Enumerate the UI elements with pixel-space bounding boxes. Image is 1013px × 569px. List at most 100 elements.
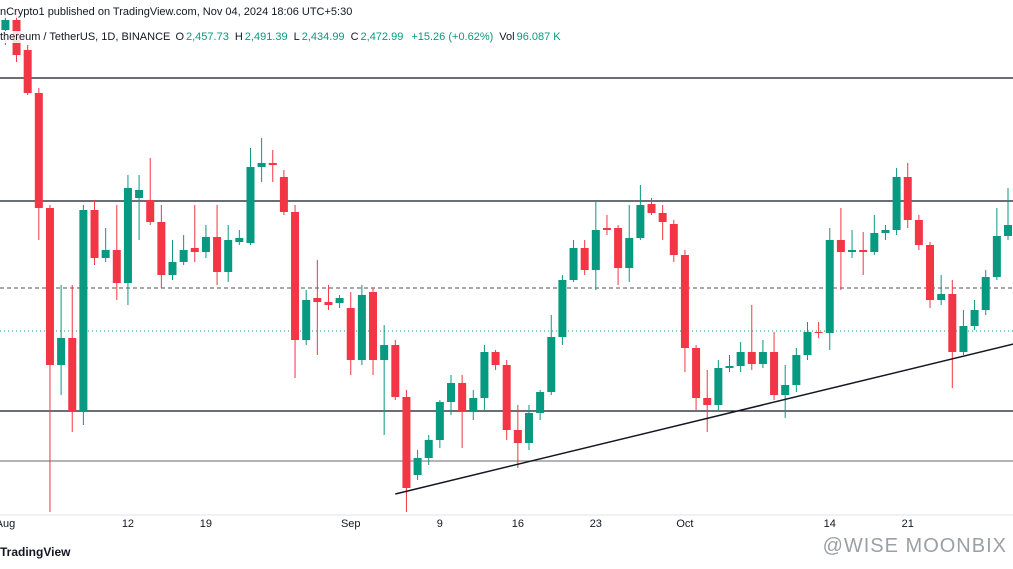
- watermark: @WISE MOONBIX: [822, 535, 1007, 557]
- candle-body: [614, 228, 623, 268]
- candle-body: [502, 365, 511, 430]
- candle-body: [747, 352, 756, 364]
- candle-body: [937, 294, 946, 300]
- candle-body: [458, 383, 467, 412]
- legend-label: C: [350, 31, 359, 43]
- candle-body: [536, 392, 545, 413]
- candle-body: [257, 163, 266, 167]
- candle-body: [903, 177, 912, 220]
- candle-body: [647, 204, 656, 213]
- candle-body: [714, 368, 723, 405]
- candle-body: [357, 295, 366, 360]
- legend-label: H: [234, 31, 243, 43]
- candle-body: [79, 210, 88, 411]
- legend-value: 96.087 K: [516, 31, 561, 43]
- x-tick-label: Aug: [0, 518, 15, 530]
- candle-body: [235, 238, 244, 242]
- candle-body: [380, 345, 389, 360]
- candle-body: [424, 440, 433, 458]
- candle-body: [881, 230, 890, 233]
- candle-body: [491, 352, 500, 365]
- x-tick-label: Oct: [676, 518, 693, 530]
- candle-body: [68, 338, 77, 411]
- candle-body: [558, 280, 567, 337]
- candle-body: [992, 236, 1001, 277]
- candle-body: [146, 200, 155, 222]
- legend-label: L: [293, 31, 300, 43]
- x-tick-label: 21: [902, 518, 914, 530]
- candle-body: [848, 250, 857, 252]
- candle-body: [224, 240, 233, 272]
- candle-body: [480, 352, 489, 398]
- candle-body: [335, 298, 344, 303]
- candle-body: [725, 366, 734, 368]
- candle-body: [803, 332, 812, 355]
- candle-body: [870, 233, 879, 252]
- candle-body: [213, 237, 222, 272]
- candle-body: [524, 413, 533, 443]
- candle-body: [970, 310, 979, 326]
- candle-body: [179, 250, 188, 262]
- candle-body: [580, 248, 589, 270]
- candle-body: [324, 302, 333, 305]
- candle-body: [346, 308, 355, 360]
- trendline: [395, 343, 1013, 495]
- candle-body: [770, 352, 779, 395]
- candle-body: [658, 213, 667, 222]
- candle-body: [469, 398, 478, 412]
- legend-label: Vol: [499, 31, 515, 43]
- candle-body: [34, 93, 43, 208]
- candle-body: [279, 177, 288, 212]
- legend-value: 2,457.73: [186, 31, 229, 43]
- x-tick-label: 19: [200, 518, 212, 530]
- candle-body: [435, 402, 444, 440]
- candle-body: [636, 205, 645, 238]
- tradingview-logo: TradingView: [0, 545, 71, 559]
- publish-line: nCrypto1 published on TradingView.com, N…: [0, 6, 357, 18]
- candle-body: [926, 245, 935, 300]
- candle-body: [569, 248, 578, 280]
- candle-body: [814, 332, 823, 333]
- legend-value: 2,434.99: [301, 31, 345, 43]
- candle-body: [547, 337, 556, 392]
- candle-body: [157, 222, 166, 275]
- candle-body: [792, 355, 801, 385]
- candle-body: [692, 348, 701, 398]
- x-tick-label: 9: [437, 518, 443, 530]
- candle-body: [57, 338, 66, 365]
- candle-body: [45, 208, 54, 365]
- candle-body: [23, 50, 32, 93]
- legend-value: 2,472.99: [360, 31, 404, 43]
- legend-label: O: [175, 31, 184, 43]
- candle-body: [1004, 225, 1012, 236]
- candle-body: [836, 240, 845, 252]
- candle-body: [758, 352, 767, 364]
- candle-body: [859, 250, 868, 252]
- candle-body: [981, 277, 990, 310]
- candle-body: [591, 230, 600, 270]
- x-tick-label: 23: [590, 518, 602, 530]
- candle-body: [123, 188, 132, 283]
- candle-body: [391, 345, 400, 397]
- x-tick-label: 16: [512, 518, 524, 530]
- candle-body: [291, 212, 300, 340]
- x-tick-label: 12: [122, 518, 134, 530]
- x-tick-label: Sep: [341, 518, 361, 530]
- candle-body: [781, 385, 790, 395]
- candle-body: [914, 220, 923, 245]
- candle-body: [246, 167, 255, 243]
- candle-body: [513, 430, 522, 443]
- candle-body: [135, 190, 144, 198]
- candle-body: [825, 240, 834, 333]
- candle-body: [948, 294, 957, 352]
- candle-body: [736, 352, 745, 366]
- legend-value: 2,491.39: [244, 31, 288, 43]
- candle-body: [680, 255, 689, 348]
- candle-body: [413, 458, 422, 475]
- candle-body: [892, 177, 901, 230]
- candle-body: [168, 262, 177, 275]
- candle-body: [190, 248, 199, 252]
- candle-body: [602, 228, 611, 230]
